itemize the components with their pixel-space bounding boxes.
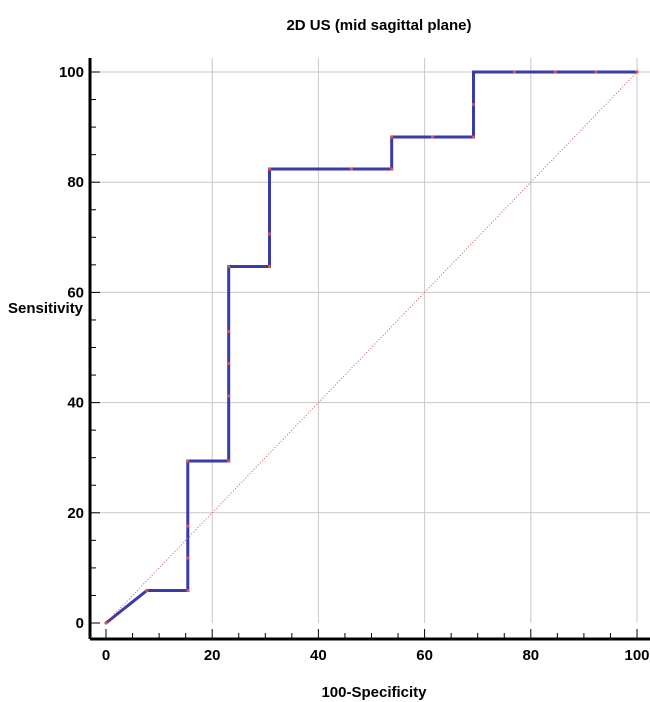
roc-point (594, 70, 598, 74)
x-tick-label: 100 (624, 647, 649, 664)
roc-point (186, 588, 190, 593)
series-layer (105, 70, 638, 625)
x-tick-label: 60 (416, 647, 433, 664)
roc-point (267, 232, 272, 236)
roc-point (553, 70, 557, 74)
x-tick-label: 0 (102, 647, 110, 664)
roc-point (227, 459, 231, 463)
x-axis-label: 100-Specificity (321, 684, 427, 701)
y-axis-label: Sensitivity (8, 300, 84, 317)
roc-point (512, 70, 516, 74)
roc-point (267, 167, 272, 171)
roc-point (227, 361, 231, 366)
roc-point (267, 264, 272, 269)
y-tick-label: 100 (59, 64, 84, 81)
roc-point (145, 588, 149, 593)
roc-point (186, 556, 190, 560)
y-tick-label: 40 (67, 395, 84, 412)
x-tick-label: 40 (310, 647, 327, 664)
roc-point (104, 621, 108, 625)
ticks: 0 20 40 60 80 100 0 20 40 60 80 100 (59, 64, 650, 664)
y-tick-label: 20 (67, 505, 84, 522)
roc-point (471, 135, 476, 139)
roc-point (390, 167, 394, 171)
x-tick-label: 20 (204, 647, 221, 664)
y-tick-label: 60 (67, 284, 84, 301)
roc-point (227, 394, 231, 398)
roc-point (635, 70, 639, 74)
reference-diagonal-line (105, 71, 638, 624)
roc-point (349, 167, 353, 171)
roc-point (471, 102, 476, 107)
points-layer (104, 70, 639, 625)
y-tick-label: 0 (76, 615, 84, 632)
roc-point (227, 329, 231, 334)
x-tick-label: 80 (522, 647, 539, 664)
roc-point (186, 459, 190, 463)
y-tick-label: 80 (67, 174, 84, 191)
roc-point (430, 135, 435, 139)
chart-title: 2D US (mid sagittal plane) (286, 17, 471, 34)
roc-point (227, 264, 231, 269)
grid (92, 58, 650, 623)
roc-point (390, 135, 394, 139)
roc-point (186, 524, 190, 528)
